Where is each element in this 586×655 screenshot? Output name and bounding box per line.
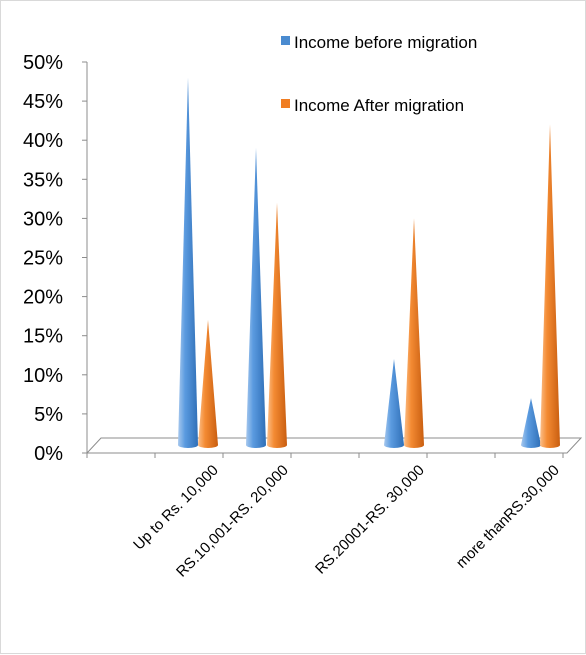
bar-before-1	[246, 147, 266, 448]
x-axis-ticks	[86, 453, 564, 458]
legend-label-after: Income After migration	[294, 96, 464, 115]
bar-before-2	[384, 358, 404, 448]
y-tick-label: 25%	[23, 248, 63, 270]
legend-label-before: Income before migration	[294, 33, 477, 52]
category-label: more thanRS.30,000	[453, 462, 563, 572]
y-tick-label: 20%	[23, 287, 63, 309]
bar-after-3	[540, 124, 560, 448]
y-tick-label: 45%	[23, 91, 63, 113]
legend-swatch-after	[281, 99, 290, 108]
y-tick-label: 15%	[23, 326, 63, 348]
y-tick-label: 35%	[23, 169, 63, 191]
y-tick-label: 40%	[23, 130, 63, 152]
bar-before-0	[178, 77, 198, 449]
bar-before-3	[521, 398, 541, 448]
bars-group	[178, 77, 560, 449]
legend: Income before migration Income After mig…	[281, 33, 477, 115]
bar-after-0	[198, 319, 218, 448]
y-tick-label: 50%	[23, 52, 63, 74]
y-tick-label: 5%	[34, 404, 63, 426]
legend-swatch-before	[281, 36, 290, 45]
bar-after-1	[267, 202, 287, 448]
y-tick-label: 30%	[23, 208, 63, 230]
category-label: RS.20001-RS. 30,000	[312, 462, 428, 578]
bar-after-2	[404, 218, 424, 448]
chart-floor	[85, 437, 583, 454]
y-axis-ticks: 0% 5% 10% 15% 20% 25% 30% 35% 40% 45% 50%	[23, 52, 87, 465]
y-tick-label: 0%	[34, 443, 63, 465]
y-tick-label: 10%	[23, 365, 63, 387]
